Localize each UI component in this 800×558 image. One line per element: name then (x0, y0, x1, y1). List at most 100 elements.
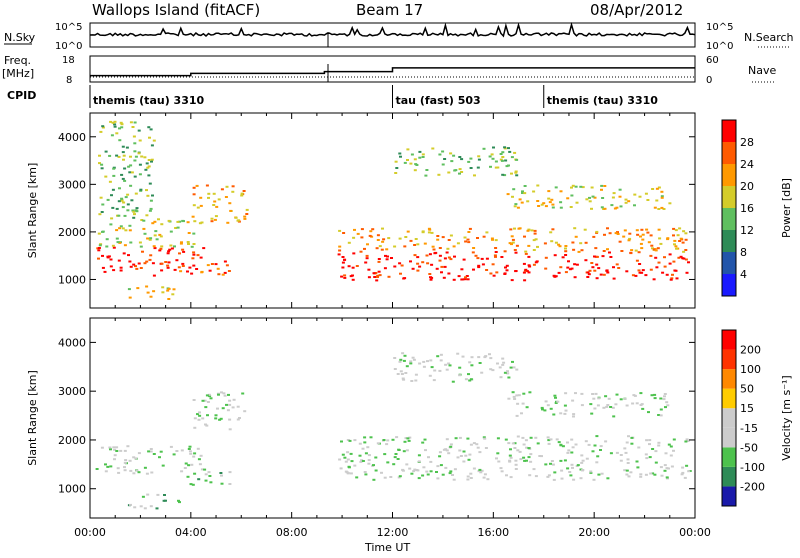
data-cell (139, 245, 143, 248)
data-cell (547, 442, 551, 445)
data-cell (478, 451, 482, 454)
data-cell (123, 214, 127, 217)
data-cell (538, 455, 542, 457)
data-cell (527, 228, 531, 231)
cpid-segment-label: tau (fast) 503 (396, 94, 481, 107)
data-cell (97, 247, 101, 249)
data-cell (523, 459, 527, 462)
data-cell (385, 248, 389, 251)
data-cell (512, 395, 516, 398)
data-cell (601, 255, 605, 258)
data-cell (377, 260, 381, 263)
x-tick-label: 08:00 (276, 526, 308, 539)
data-cell (413, 254, 417, 257)
data-cell (418, 265, 422, 268)
data-cell (495, 271, 499, 274)
data-cell (190, 245, 194, 248)
data-cell (149, 295, 153, 298)
data-cell (566, 441, 569, 444)
data-cell (630, 249, 634, 252)
data-cell (528, 474, 532, 477)
data-cell (493, 254, 497, 257)
data-cell (511, 195, 514, 198)
data-cell (173, 268, 177, 271)
data-cell (639, 235, 642, 238)
data-cell (456, 352, 460, 355)
data-cell (115, 446, 119, 449)
data-cell (528, 391, 532, 394)
data-cell (340, 275, 344, 278)
data-cell (659, 466, 663, 469)
data-cell (99, 130, 103, 133)
data-cell (481, 263, 485, 266)
data-cell (343, 274, 347, 277)
data-cell (576, 464, 580, 467)
data-cell (595, 263, 599, 266)
data-cell (139, 188, 143, 191)
data-cell (117, 471, 121, 474)
noise-top-tick-right: 10^5 (706, 22, 733, 33)
data-cell (398, 152, 402, 155)
data-cell (383, 476, 387, 479)
data-cell (217, 198, 221, 201)
data-cell (509, 476, 513, 479)
data-cell (640, 228, 644, 231)
data-cell (199, 256, 203, 259)
data-cell (522, 456, 526, 459)
data-cell (123, 244, 127, 247)
x-tick-label: 04:00 (175, 526, 207, 539)
data-cell (573, 263, 577, 266)
data-cell (430, 231, 434, 234)
data-cell (655, 187, 659, 190)
data-cell (225, 264, 229, 267)
colorbar-swatch (722, 186, 736, 208)
data-cell (672, 227, 676, 230)
data-cell (564, 247, 567, 250)
data-cell (636, 233, 640, 236)
data-cell (588, 269, 592, 272)
data-cell (639, 473, 643, 476)
data-cell (446, 247, 450, 250)
data-cell (110, 217, 114, 220)
data-cell (152, 139, 156, 142)
data-cell (428, 273, 432, 275)
data-cell (195, 184, 199, 187)
data-cell (197, 458, 201, 461)
data-cell (473, 174, 476, 177)
data-cell (138, 241, 142, 244)
data-cell (482, 436, 486, 439)
data-cell (162, 499, 166, 502)
data-cell (403, 245, 407, 248)
data-cell (515, 244, 519, 247)
data-cell (157, 218, 160, 221)
data-cell (231, 190, 235, 193)
data-cell (155, 507, 159, 510)
data-cell (367, 454, 371, 457)
colorbar-swatch (722, 447, 736, 467)
y-tick-label: 4000 (58, 131, 86, 144)
data-cell (687, 261, 690, 264)
data-cell (499, 376, 503, 379)
data-cell (181, 262, 185, 265)
data-cell (499, 153, 503, 155)
data-cell (147, 174, 151, 177)
data-cell (574, 443, 578, 446)
data-cell (634, 274, 638, 277)
data-cell (443, 265, 447, 268)
data-cell (468, 453, 472, 456)
data-cell (509, 228, 513, 231)
data-cell (145, 285, 149, 288)
data-cell (431, 147, 435, 150)
data-cell (518, 227, 522, 230)
data-cell (385, 443, 389, 446)
data-cell (411, 356, 415, 359)
data-cell (650, 244, 654, 247)
data-cell (543, 409, 547, 412)
data-cell (109, 265, 113, 268)
data-cell (514, 468, 518, 470)
data-cell (166, 289, 170, 292)
data-cell (550, 460, 554, 462)
data-cell (359, 250, 363, 253)
data-cell (137, 152, 141, 155)
data-cell (599, 449, 602, 451)
